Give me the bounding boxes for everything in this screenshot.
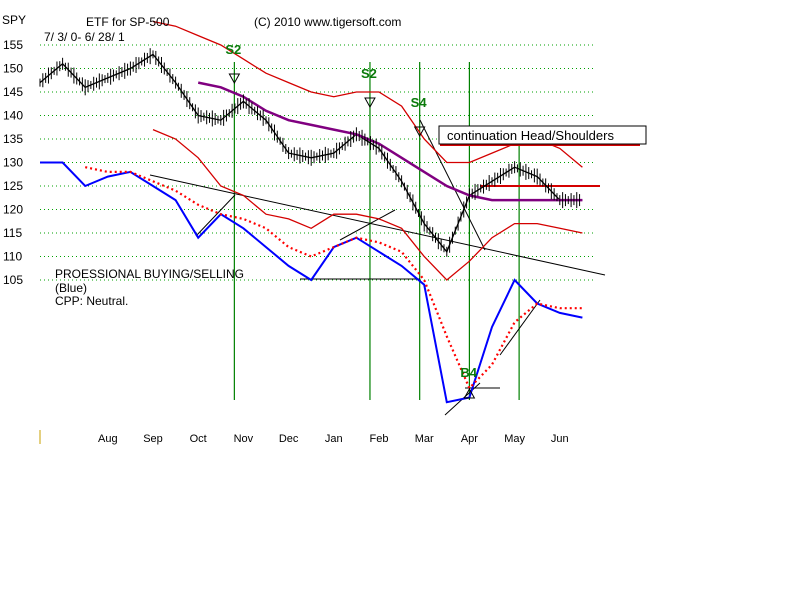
date-range: 7/ 3/ 0- 6/ 28/ 1	[44, 30, 125, 44]
y-tick-label: 125	[3, 179, 23, 193]
x-tick-label: May	[504, 433, 525, 445]
copyright-text: (C) 2010 www.tigersoft.com	[254, 15, 401, 29]
signal-arrow	[364, 97, 376, 109]
signal-label-s2: S2	[361, 66, 377, 81]
ticker-label: SPY	[2, 13, 26, 27]
x-tick-label: Jan	[325, 433, 343, 445]
y-axis-ticks: 155 150 145 140 135 130 125 120 115 110 105	[3, 38, 23, 287]
indicator-status: CPP: Neutral.	[55, 294, 128, 308]
y-tick-label: 115	[3, 226, 22, 240]
indicator-sub: (Blue)	[55, 281, 87, 295]
signal-markers: S2 S2 S4 B4	[225, 42, 478, 399]
x-tick-label: Dec	[279, 433, 299, 445]
signal-arrow	[463, 387, 476, 399]
y-tick-label: 130	[3, 156, 23, 170]
x-tick-label: Mar	[415, 433, 434, 445]
x-tick-label: Aug	[98, 433, 118, 445]
annotation-frame	[438, 125, 647, 145]
annotation-text: continuation Head/Shoulders	[447, 128, 614, 143]
trend-segment	[419, 119, 486, 251]
x-tick-label: Oct	[190, 433, 207, 445]
y-tick-label: 155	[3, 38, 23, 52]
x-tick-label: Nov	[234, 433, 254, 445]
signal-label-s2: S2	[225, 42, 241, 57]
x-axis-ticks: Aug Sep Oct Nov Dec Jan Feb Mar Apr May Jun	[98, 433, 569, 445]
y-tick-label: 145	[3, 85, 23, 99]
y-tick-label: 110	[3, 250, 22, 264]
trend-segment	[195, 194, 236, 237]
y-tick-label: 105	[3, 273, 23, 287]
x-tick-label: Sep	[143, 433, 163, 445]
series-line-2	[152, 128, 583, 281]
signal-label-b4: B4	[460, 365, 477, 380]
chart-title: ETF for SP-500	[86, 15, 170, 29]
trend-segment	[499, 299, 541, 356]
y-tick-label: 135	[3, 132, 23, 146]
x-tick-label: Jun	[551, 433, 569, 445]
series-line-3	[197, 81, 583, 202]
series-line-5	[84, 166, 583, 391]
signal-arrow	[413, 126, 426, 138]
y-tick-label: 150	[3, 62, 23, 76]
series-line-1	[152, 20, 583, 168]
downtrend-line	[149, 174, 606, 276]
y-tick-label: 120	[3, 203, 23, 217]
signal-arrow	[228, 73, 241, 85]
x-tick-label: Feb	[370, 433, 389, 445]
trend-segment	[339, 209, 396, 241]
x-tick-label: Apr	[461, 433, 478, 445]
y-tick-label: 140	[3, 109, 23, 123]
indicator-label: PROESSIONAL BUYING/SELLING	[55, 267, 244, 281]
gridlines	[40, 44, 595, 281]
signal-label-s4: S4	[411, 95, 428, 110]
trend-lines	[149, 119, 640, 416]
annotation-box: continuation Head/Shoulders	[438, 125, 647, 145]
series-lines	[39, 20, 583, 404]
signal-lines	[233, 62, 520, 400]
